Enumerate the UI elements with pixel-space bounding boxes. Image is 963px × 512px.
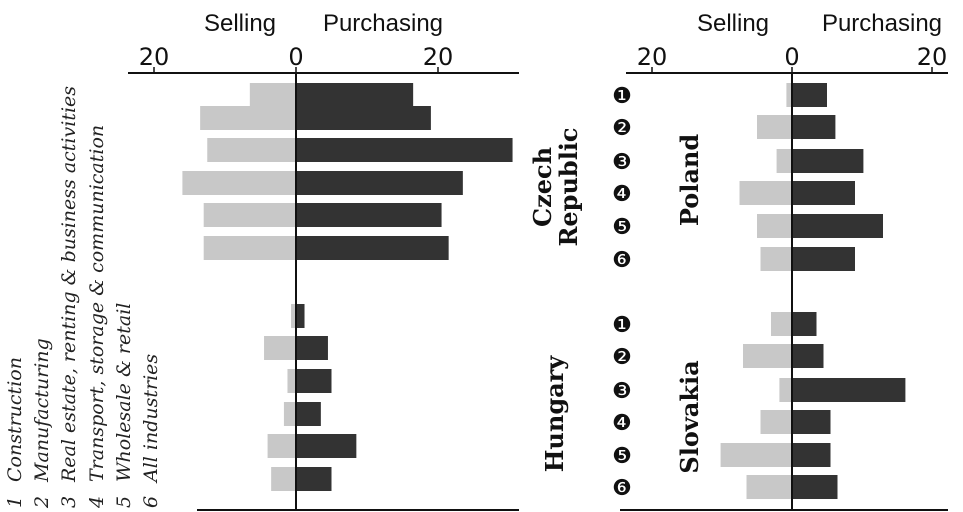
purchasing-bar	[792, 344, 824, 368]
country-label-line: Czech	[528, 147, 557, 227]
category-marker: ❻	[612, 476, 632, 501]
purchasing-bar	[792, 115, 836, 139]
category-marker: ❷	[612, 116, 632, 141]
category-marker: ❷	[612, 345, 632, 370]
selling-bar	[182, 171, 296, 195]
purchasing-bar	[792, 149, 864, 173]
selling-bar	[200, 106, 296, 130]
purchasing-bar	[296, 434, 357, 458]
purchasing-bar	[296, 171, 463, 195]
category-marker: ❸	[612, 150, 632, 175]
category-marker: ❹	[612, 411, 632, 436]
x-tick-label: 20	[423, 43, 454, 71]
selling-bar	[760, 247, 792, 271]
purchasing-bar	[792, 443, 831, 467]
selling-bar	[203, 203, 296, 227]
category-marker: ❻	[612, 248, 632, 273]
selling-bar	[264, 336, 296, 360]
purchasing-bar	[296, 336, 328, 360]
category-marker: ❶	[612, 313, 632, 338]
selling-bar	[776, 149, 792, 173]
purchasing-bar	[792, 214, 883, 238]
category-marker: ❶	[612, 84, 632, 109]
purchasing-bar	[296, 203, 442, 227]
purchasing-bar	[792, 247, 855, 271]
selling-bar	[203, 236, 296, 260]
country-label: Hungary	[540, 355, 569, 473]
purchasing-bar	[792, 410, 831, 434]
purchasing-bar	[296, 236, 449, 260]
purchasing-bar	[792, 83, 827, 107]
purchasing-bar	[296, 369, 332, 393]
country-label: Poland	[675, 134, 704, 227]
purchasing-bar	[296, 304, 305, 328]
x-tick-label: 20	[637, 43, 668, 71]
selling-bar	[720, 443, 792, 467]
category-marker: ❺	[612, 215, 632, 240]
category-marker: ❺	[612, 444, 632, 469]
selling-bar	[739, 181, 792, 205]
header-selling-label: Selling	[697, 10, 769, 37]
x-tick-label: 20	[917, 43, 948, 71]
selling-bar	[249, 83, 296, 107]
purchasing-bar	[792, 312, 817, 336]
country-label: CzechRepublic	[528, 127, 583, 246]
purchasing-bar	[296, 467, 332, 491]
selling-bar	[287, 369, 296, 393]
x-tick-label: 0	[288, 43, 303, 71]
purchasing-bar	[792, 475, 838, 499]
header-purchasing-label: Purchasing	[323, 10, 443, 37]
selling-bar	[760, 410, 792, 434]
selling-bar	[746, 475, 792, 499]
selling-bar	[771, 312, 792, 336]
header-selling-label: Selling	[204, 10, 276, 37]
header-purchasing-label: Purchasing	[822, 10, 942, 37]
category-marker: ❹	[612, 182, 632, 207]
country-label-line: Slovakia	[675, 360, 704, 473]
selling-bar	[267, 434, 296, 458]
purchasing-bar	[296, 83, 414, 107]
country-label-line: Poland	[675, 134, 704, 227]
country-label: Slovakia	[675, 360, 704, 473]
x-tick-label: 20	[139, 43, 170, 71]
purchasing-bar	[792, 181, 855, 205]
purchasing-bar	[296, 138, 513, 162]
selling-bar	[757, 214, 792, 238]
purchasing-bar	[296, 402, 321, 426]
purchasing-bar	[296, 106, 431, 130]
selling-bar	[743, 344, 792, 368]
purchasing-bar	[792, 378, 906, 402]
country-label-line: Hungary	[540, 355, 569, 473]
country-label-line: Republic	[554, 127, 583, 246]
selling-bar	[271, 467, 296, 491]
selling-bar	[207, 138, 296, 162]
selling-bar	[786, 83, 792, 107]
selling-bar	[779, 378, 792, 402]
selling-bar	[291, 304, 296, 328]
category-marker: ❸	[612, 379, 632, 404]
selling-bar	[283, 402, 296, 426]
selling-bar	[757, 115, 792, 139]
x-tick-label: 0	[784, 43, 799, 71]
